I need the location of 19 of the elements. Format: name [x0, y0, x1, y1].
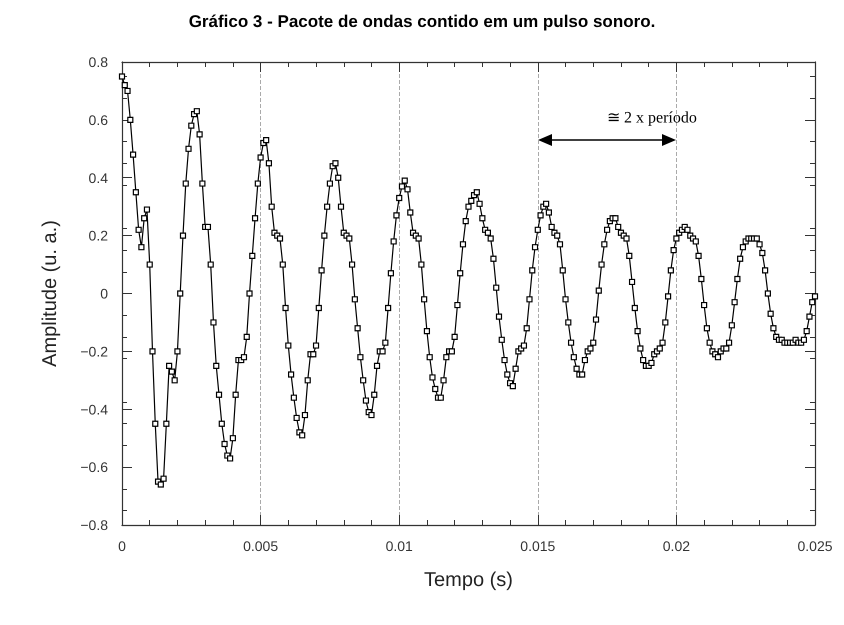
- x-tick-label: 0.005: [243, 538, 278, 554]
- y-tick-label: 0.2: [88, 228, 108, 244]
- y-tick-label: 0.6: [88, 112, 108, 128]
- y-tick-label: −0.4: [80, 401, 108, 418]
- x-tick-label: 0.02: [662, 538, 690, 554]
- y-tick-label: 0: [100, 286, 108, 302]
- y-tick-label: −0.2: [80, 343, 108, 360]
- y-tick-label: 0.8: [88, 54, 108, 70]
- annotation: ≅ 2 x período: [607, 110, 697, 126]
- y-tick-label: −0.6: [80, 459, 108, 476]
- x-tick-label: 0.01: [386, 538, 414, 554]
- x-tick-label: 0: [118, 538, 126, 554]
- x-axis-title: Tempo (s): [424, 569, 513, 591]
- y-tick-label: −0.8: [80, 517, 108, 533]
- x-tick-label: 0.015: [520, 538, 556, 554]
- chart-title: Gráfico 3 - Pacote de ondas contido em um pulso sonoro.: [188, 12, 656, 31]
- y-tick-label: 0.4: [88, 170, 108, 186]
- x-tick-label: 0.025: [797, 538, 833, 554]
- y-axis-title: Amplitude (u. a.): [39, 220, 61, 367]
